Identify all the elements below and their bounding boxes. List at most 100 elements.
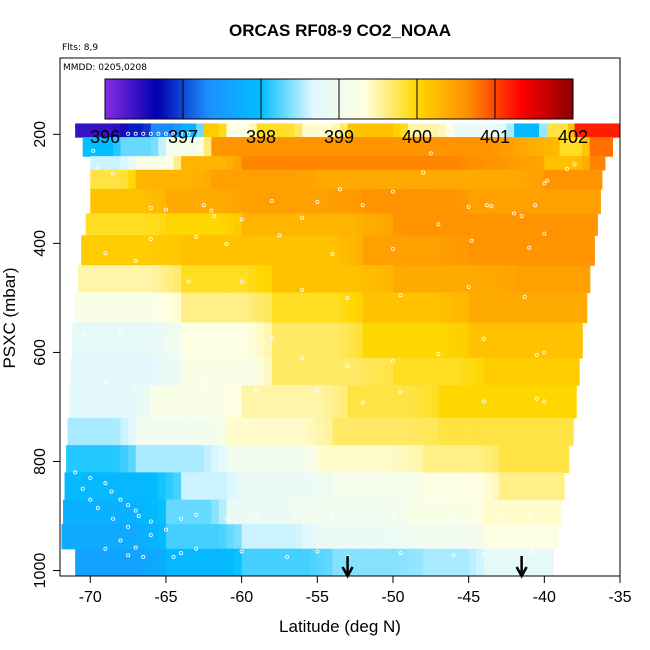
heatmap-cell (241, 417, 250, 446)
heatmap-cell (574, 137, 583, 157)
heatmap-cell (529, 213, 538, 236)
heatmap-cell (100, 357, 109, 386)
heatmap-cell (256, 472, 265, 501)
x-tick-label: -60 (230, 589, 253, 606)
y-tick-label: 1000 (32, 553, 49, 589)
heatmap-cell (415, 137, 424, 157)
x-tick-label: -65 (154, 589, 177, 606)
heatmap-cell (128, 188, 137, 214)
heatmap-cell (143, 156, 152, 171)
heatmap-cell (271, 265, 281, 294)
heatmap-cell (226, 499, 235, 525)
heatmap-cell (129, 265, 138, 294)
heatmap-cell (530, 548, 539, 576)
heatmap-cell (309, 322, 318, 359)
heatmap-cell (203, 524, 212, 550)
y-axis: 200 400 600 800 1000 (32, 121, 60, 588)
heatmap-cell (476, 548, 485, 576)
heatmap-cell (317, 235, 326, 266)
heatmap-cell (498, 322, 508, 359)
heatmap-cell (112, 417, 122, 446)
heatmap-cell (453, 235, 462, 266)
heatmap-cell (491, 265, 500, 294)
sample-point (126, 524, 131, 529)
sample-point (466, 204, 471, 209)
heatmap-cell (256, 357, 265, 386)
heatmap-cell (226, 213, 235, 236)
heatmap-cell (347, 123, 356, 138)
heatmap-cell (461, 235, 470, 266)
heatmap-cell (188, 524, 197, 550)
heatmap-cell (226, 137, 235, 157)
heatmap-cell (594, 169, 603, 190)
sample-point (136, 514, 141, 519)
heatmap-cell (530, 499, 539, 525)
heatmap-cell (438, 472, 447, 501)
heatmap-cell (271, 188, 281, 214)
heatmap-cell (63, 499, 71, 525)
sample-point (542, 181, 547, 186)
heatmap-cell (506, 137, 515, 157)
heatmap-cell (415, 213, 424, 236)
sample-point (292, 515, 297, 520)
heatmap-cell (294, 385, 303, 419)
heatmap-cell (324, 472, 334, 501)
heatmap-cell (165, 472, 174, 501)
heatmap-cell (400, 292, 409, 324)
heatmap-cell (340, 499, 349, 525)
heatmap-cell (529, 445, 539, 473)
heatmap-cell (476, 292, 485, 324)
heatmap-cell (121, 385, 130, 419)
heatmap-cell (324, 548, 334, 576)
heatmap-cell (279, 169, 288, 190)
heatmap-cell (340, 385, 349, 419)
heatmap-cell (249, 265, 258, 294)
heatmap-cell (430, 548, 439, 576)
heatmap-cell (370, 524, 379, 550)
heatmap-cell (151, 265, 160, 294)
heatmap-cell (241, 385, 250, 419)
heatmap-cell (370, 445, 379, 473)
sample-point (126, 503, 131, 508)
heatmap-cell (498, 357, 507, 386)
heatmap-cell (264, 123, 273, 138)
heatmap-cell (468, 265, 477, 294)
heatmap-cell (514, 137, 523, 157)
heatmap-cell (271, 137, 281, 157)
heatmap-cell (249, 499, 258, 525)
heatmap-cell (165, 137, 175, 157)
heatmap-cell (528, 524, 537, 550)
heatmap-cell (77, 499, 86, 525)
heatmap-cell (302, 357, 311, 386)
heatmap-cell (415, 123, 424, 138)
heatmap-cell (136, 357, 145, 386)
sample-point (398, 293, 403, 298)
sample-point (156, 131, 161, 136)
heatmap-cell (135, 445, 144, 473)
heatmap-cell (445, 499, 455, 525)
heatmap-cell (309, 385, 318, 419)
heatmap-cell (468, 472, 477, 501)
heatmap-cell (211, 235, 220, 266)
heatmap-cell (173, 322, 182, 359)
heatmap-cell (567, 265, 576, 294)
heatmap-cell (522, 499, 531, 525)
heatmap-cell (392, 548, 402, 576)
heatmap-cell (226, 123, 235, 138)
heatmap-cell (294, 445, 303, 473)
sample-point (300, 287, 305, 292)
heatmap-cell (551, 213, 561, 236)
heatmap-cell (173, 156, 182, 171)
heatmap-cell (256, 156, 265, 171)
sample-point (133, 258, 138, 263)
heatmap-cell (528, 417, 537, 446)
heatmap-cell (211, 292, 220, 324)
heatmap-cell (211, 499, 220, 525)
heatmap-cell (514, 156, 523, 171)
heatmap-cell (506, 322, 515, 359)
heatmap-cell (196, 417, 205, 446)
heatmap-cell (70, 357, 79, 386)
heatmap-cell (241, 188, 250, 214)
heatmap-cell (317, 265, 326, 294)
heatmap-cell (370, 322, 379, 359)
